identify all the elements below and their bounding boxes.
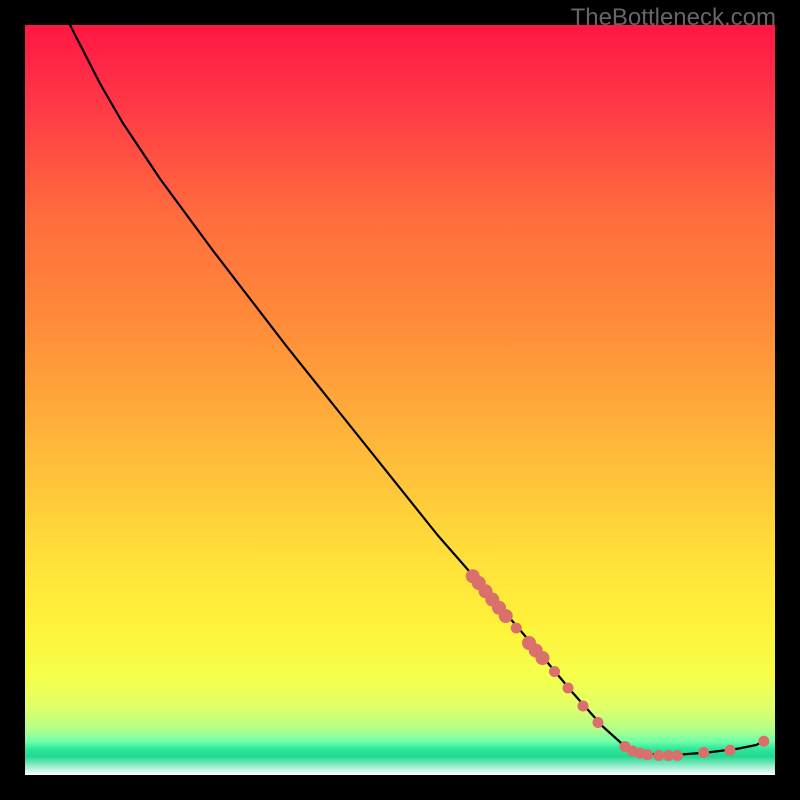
- data-marker: [549, 666, 560, 677]
- watermark-text: TheBottleneck.com: [571, 4, 776, 32]
- chart-container: [25, 25, 775, 775]
- data-marker: [642, 749, 653, 760]
- data-marker: [698, 747, 709, 758]
- data-marker: [536, 651, 550, 665]
- data-marker: [725, 745, 736, 756]
- data-marker: [672, 750, 683, 761]
- data-marker: [563, 683, 574, 694]
- bottleneck-chart: [25, 25, 775, 775]
- data-marker: [578, 701, 589, 712]
- data-marker: [511, 623, 522, 634]
- data-marker: [593, 717, 604, 728]
- gradient-background: [25, 25, 775, 775]
- data-marker: [758, 736, 769, 747]
- data-marker: [653, 750, 664, 761]
- data-marker: [499, 609, 513, 623]
